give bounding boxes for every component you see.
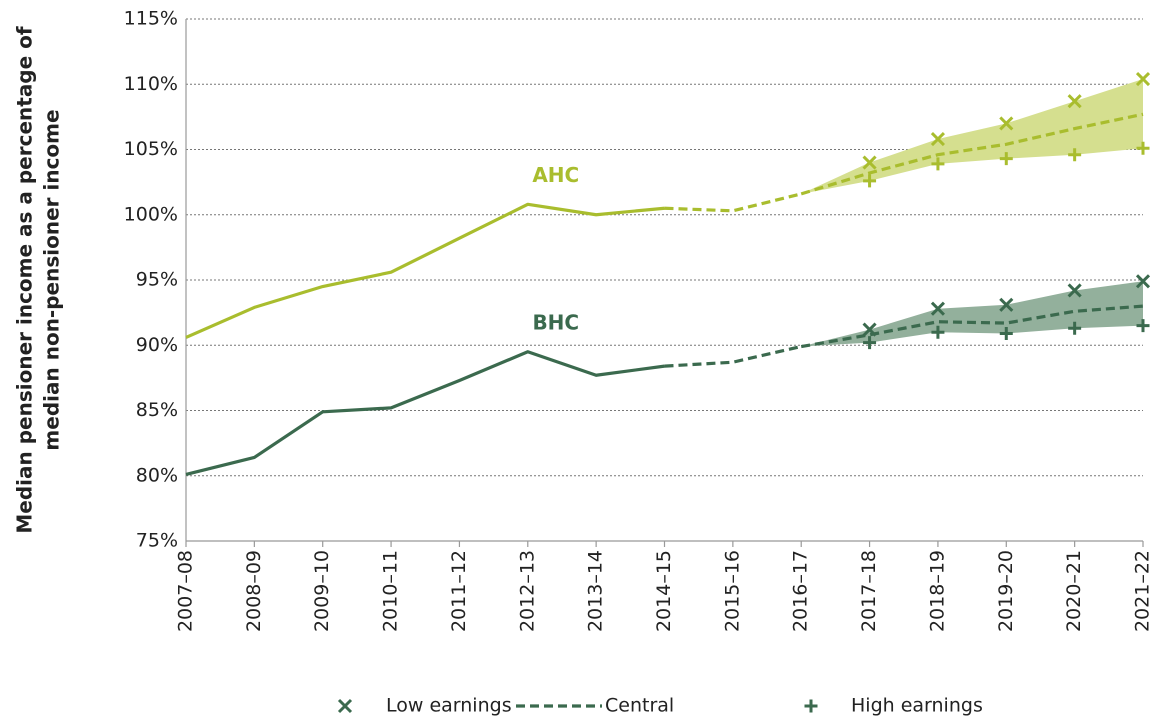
low-earnings-marker [1067, 94, 1082, 109]
low-earnings-marker [999, 297, 1014, 312]
central-line [800, 112, 1144, 196]
high-earnings-marker [1136, 141, 1150, 155]
y-tick-label: 90% [136, 334, 178, 356]
group-label: AHC [532, 163, 579, 187]
legend-symbol [804, 699, 818, 713]
x-tick-label: 2017–18 [858, 550, 880, 632]
projection-band [801, 79, 1143, 194]
x-tick-label: 2010–11 [380, 550, 402, 632]
y-tick-label: 100% [124, 203, 178, 225]
high-earnings-marker [931, 325, 945, 339]
x-tick-label: 2009–10 [311, 550, 333, 632]
high-earnings-marker [1136, 319, 1150, 333]
y-axis-title: Median pensioner income as a percentage … [13, 26, 64, 534]
high-earnings-marker [1068, 148, 1082, 162]
low-earnings-marker [999, 116, 1014, 131]
actual-line [185, 350, 665, 476]
x-tick-label: 2008–09 [243, 550, 265, 632]
x-tick-label: 2018–19 [926, 550, 948, 632]
low-earnings-marker [1135, 71, 1151, 87]
legend-label: Low earnings [386, 695, 512, 717]
x-tick-label: 2015–16 [721, 550, 743, 632]
low-earnings-marker [930, 131, 945, 147]
high-earnings-marker [863, 174, 877, 188]
nowcast-line [664, 344, 802, 368]
y-tick-label: 110% [124, 73, 178, 95]
y-axis-title-line: median non-pensioner income [40, 109, 64, 450]
y-axis-title-line: Median pensioner income as a percentage … [13, 26, 37, 534]
low-earnings-marker [930, 301, 945, 316]
high-earnings-marker [931, 157, 945, 171]
low-earnings-marker [862, 155, 877, 170]
y-tick-label: 80% [136, 464, 178, 486]
high-earnings-marker [1068, 321, 1082, 335]
x-tick-label: 2016–17 [790, 550, 812, 632]
legend-label: High earnings [851, 695, 983, 717]
high-earnings-marker [999, 327, 1013, 341]
y-tick-label: 95% [136, 269, 178, 291]
low-earnings-marker [1067, 283, 1082, 298]
x-tick-label: 2021–22 [1132, 550, 1154, 632]
group-label: BHC [532, 310, 579, 334]
x-tick-label: 2012–13 [516, 550, 538, 632]
y-tick-label: 105% [124, 138, 178, 160]
low-earnings-marker [862, 322, 877, 337]
y-tick-label: 85% [136, 399, 178, 421]
x-tick-label: 2007–08 [175, 550, 197, 632]
x-tick-label: 2013–14 [585, 550, 607, 632]
legend-label: Central [605, 695, 674, 717]
x-tick-label: 2019–20 [995, 550, 1017, 632]
x-tick-label: 2020–21 [1063, 550, 1085, 632]
x-tick-label: 2014–15 [653, 550, 675, 632]
low-earnings-marker [1135, 274, 1151, 289]
y-tick-label: 75% [136, 530, 178, 552]
nowcast-line [664, 192, 802, 213]
actual-line [185, 202, 665, 339]
central-line [800, 304, 1144, 349]
high-earnings-marker [863, 336, 877, 350]
y-tick-label: 115% [124, 8, 178, 30]
projection-band [801, 281, 1143, 347]
x-tick-label: 2011–12 [448, 550, 470, 632]
high-earnings-marker [999, 152, 1013, 166]
legend-symbol [337, 698, 353, 714]
